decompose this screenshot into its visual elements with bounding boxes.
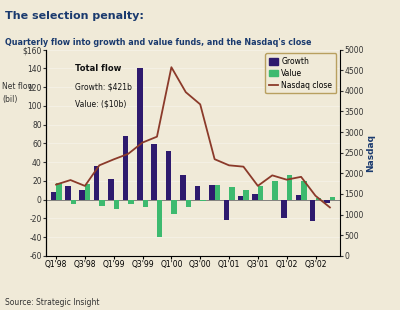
Text: Net flow: Net flow bbox=[2, 82, 34, 91]
Bar bbox=[252, 194, 258, 200]
Text: (bil): (bil) bbox=[2, 95, 17, 104]
Bar bbox=[65, 186, 70, 200]
Bar bbox=[258, 186, 263, 200]
Bar bbox=[123, 136, 128, 200]
Bar bbox=[330, 197, 335, 200]
Bar bbox=[157, 200, 162, 237]
Bar bbox=[324, 200, 330, 203]
Bar bbox=[209, 185, 215, 200]
Text: The selection penalty:: The selection penalty: bbox=[5, 11, 144, 21]
Bar bbox=[171, 200, 177, 214]
Bar bbox=[114, 200, 119, 209]
Bar bbox=[244, 190, 249, 200]
Y-axis label: Nasdaq: Nasdaq bbox=[366, 134, 376, 172]
Bar bbox=[272, 181, 278, 200]
Bar bbox=[186, 200, 191, 207]
Bar bbox=[316, 198, 321, 200]
Bar bbox=[99, 200, 105, 206]
Bar bbox=[85, 184, 90, 200]
Text: Growth: $421b: Growth: $421b bbox=[76, 82, 132, 91]
Bar bbox=[142, 200, 148, 207]
Bar bbox=[267, 200, 272, 201]
Bar bbox=[137, 68, 142, 200]
Bar bbox=[108, 179, 114, 200]
Bar bbox=[200, 200, 206, 202]
Bar bbox=[301, 181, 306, 200]
Bar bbox=[56, 183, 62, 200]
Text: Value: ($10b): Value: ($10b) bbox=[76, 99, 127, 108]
Legend: Growth, Value, Nasdaq close: Growth, Value, Nasdaq close bbox=[265, 53, 336, 93]
Bar bbox=[152, 144, 157, 200]
Bar bbox=[287, 175, 292, 200]
Bar bbox=[94, 166, 99, 200]
Bar bbox=[224, 200, 229, 220]
Bar bbox=[166, 151, 171, 200]
Bar bbox=[180, 175, 186, 200]
Bar bbox=[70, 200, 76, 204]
Bar bbox=[195, 186, 200, 200]
Bar bbox=[80, 190, 85, 200]
Bar bbox=[310, 200, 316, 221]
Bar bbox=[238, 196, 244, 200]
Bar bbox=[229, 187, 234, 200]
Bar bbox=[215, 185, 220, 200]
Text: Source: Strategic Insight: Source: Strategic Insight bbox=[5, 298, 99, 307]
Text: Quarterly flow into growth and value funds, and the Nasdaq's close: Quarterly flow into growth and value fun… bbox=[5, 38, 311, 47]
Bar bbox=[296, 195, 301, 200]
Text: Total flow: Total flow bbox=[76, 64, 122, 73]
Bar bbox=[128, 200, 134, 204]
Bar bbox=[281, 200, 287, 218]
Bar bbox=[51, 192, 56, 200]
